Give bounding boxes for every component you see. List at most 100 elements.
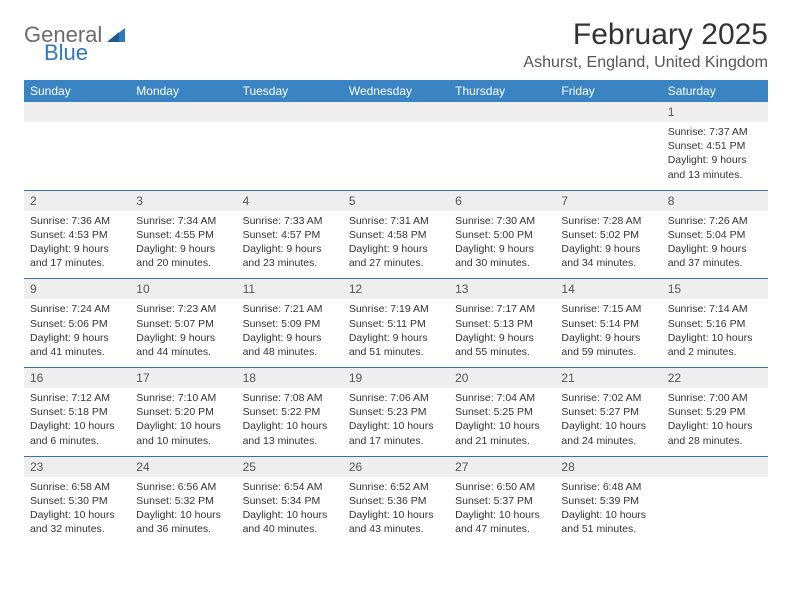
day-number-cell: 16 (24, 368, 130, 389)
day-details-cell: Sunrise: 7:02 AMSunset: 5:27 PMDaylight:… (555, 388, 661, 456)
day-number-cell: 4 (237, 190, 343, 211)
weekday-header: Thursday (449, 80, 555, 102)
sunset-line: Sunset: 5:29 PM (668, 405, 762, 419)
sunrise-line: Sunrise: 7:36 AM (30, 214, 124, 228)
sunrise-line: Sunrise: 7:30 AM (455, 214, 549, 228)
day-number-cell (24, 102, 130, 122)
day-number-cell: 8 (662, 190, 768, 211)
day-details-cell: Sunrise: 7:34 AMSunset: 4:55 PMDaylight:… (130, 211, 236, 279)
sunset-line: Sunset: 5:20 PM (136, 405, 230, 419)
sunrise-line: Sunrise: 7:21 AM (243, 302, 337, 316)
day-number-cell: 3 (130, 190, 236, 211)
day-details-cell (343, 122, 449, 190)
sunset-line: Sunset: 5:11 PM (349, 317, 443, 331)
day-details-cell: Sunrise: 6:50 AMSunset: 5:37 PMDaylight:… (449, 477, 555, 545)
sunrise-line: Sunrise: 6:54 AM (243, 480, 337, 494)
sunrise-line: Sunrise: 7:08 AM (243, 391, 337, 405)
sunset-line: Sunset: 5:30 PM (30, 494, 124, 508)
day-number-cell: 12 (343, 279, 449, 300)
day-number-cell (449, 102, 555, 122)
daylight-line: Daylight: 10 hours and 47 minutes. (455, 508, 549, 536)
day-details-row: Sunrise: 7:36 AMSunset: 4:53 PM Daylight:… (24, 211, 768, 279)
sunrise-line: Sunrise: 7:15 AM (561, 302, 655, 316)
day-details-cell: Sunrise: 6:54 AMSunset: 5:34 PMDaylight:… (237, 477, 343, 545)
logo: General Blue (24, 18, 125, 64)
sunrise-line: Sunrise: 7:33 AM (243, 214, 337, 228)
daylight-line: Daylight: 9 hours and 55 minutes. (455, 331, 549, 359)
sunrise-line: Sunrise: 7:37 AM (668, 125, 762, 139)
daylight-line: Daylight: 9 hours and 44 minutes. (136, 331, 230, 359)
day-details-cell: Sunrise: 6:58 AMSunset: 5:30 PMDaylight:… (24, 477, 130, 545)
sunrise-line: Sunrise: 7:14 AM (668, 302, 762, 316)
day-details-row: Sunrise: 7:24 AMSunset: 5:06 PMDaylight:… (24, 299, 768, 367)
day-number-cell: 6 (449, 190, 555, 211)
day-number-cell: 19 (343, 368, 449, 389)
sunrise-line: Sunrise: 6:50 AM (455, 480, 549, 494)
day-number-cell: 1 (662, 102, 768, 122)
sunrise-line: Sunrise: 7:10 AM (136, 391, 230, 405)
sunset-line: Sunset: 5:32 PM (136, 494, 230, 508)
sunset-line: Sunset: 4:57 PM (243, 228, 337, 242)
day-number-row: 9101112131415 (24, 279, 768, 300)
sunset-line: Sunset: 5:34 PM (243, 494, 337, 508)
day-details-cell: Sunrise: 7:37 AMSunset: 4:51 PMDaylight:… (662, 122, 768, 190)
day-number-cell: 11 (237, 279, 343, 300)
sunset-line: Sunset: 5:14 PM (561, 317, 655, 331)
sunset-line: Sunset: 5:23 PM (349, 405, 443, 419)
day-details-cell: Sunrise: 7:15 AMSunset: 5:14 PMDaylight:… (555, 299, 661, 367)
day-details-cell: Sunrise: 7:26 AMSunset: 5:04 PMDaylight:… (662, 211, 768, 279)
sunrise-line: Sunrise: 6:48 AM (561, 480, 655, 494)
day-number-row: 2345678 (24, 190, 768, 211)
day-details-cell: Sunrise: 7:17 AMSunset: 5:13 PMDaylight:… (449, 299, 555, 367)
location: Ashurst, England, United Kingdom (523, 54, 768, 72)
daylight-line: Daylight: 9 hours and 20 minutes. (136, 242, 230, 270)
day-number-cell: 24 (130, 456, 236, 477)
day-number-cell: 15 (662, 279, 768, 300)
day-number-cell: 23 (24, 456, 130, 477)
sunset-line: Sunset: 4:51 PM (668, 139, 762, 153)
weekday-header-row: Sunday Monday Tuesday Wednesday Thursday… (24, 80, 768, 102)
sunset-line: Sunset: 5:18 PM (30, 405, 124, 419)
sunrise-line: Sunrise: 7:24 AM (30, 302, 124, 316)
sunset-line: Sunset: 5:37 PM (455, 494, 549, 508)
sunrise-line: Sunrise: 6:52 AM (349, 480, 443, 494)
day-details-cell: Sunrise: 7:08 AMSunset: 5:22 PMDaylight:… (237, 388, 343, 456)
weekday-header: Friday (555, 80, 661, 102)
day-details-cell: Sunrise: 7:36 AMSunset: 4:53 PMDaylight:… (24, 211, 130, 279)
sunset-line: Sunset: 5:16 PM (668, 317, 762, 331)
day-details-cell (555, 122, 661, 190)
daylight-line: Daylight: 10 hours and 17 minutes. (349, 419, 443, 447)
day-details-cell: Sunrise: 7:14 AMSunset: 5:16 PMDaylight:… (662, 299, 768, 367)
day-number-cell (343, 102, 449, 122)
sunset-line: Sunset: 5:13 PM (455, 317, 549, 331)
day-number-cell: 17 (130, 368, 236, 389)
day-details-row: Sunrise: 7:37 AMSunset: 4:51 PMDaylight:… (24, 122, 768, 190)
weekday-header: Wednesday (343, 80, 449, 102)
sunrise-line: Sunrise: 7:28 AM (561, 214, 655, 228)
day-details-row: Sunrise: 6:58 AMSunset: 5:30 PMDaylight:… (24, 477, 768, 545)
daylight-line: Daylight: 9 hours and 41 minutes. (30, 331, 124, 359)
sunset-line: Sunset: 5:25 PM (455, 405, 549, 419)
sunrise-line: Sunrise: 7:02 AM (561, 391, 655, 405)
calendar-table: Sunday Monday Tuesday Wednesday Thursday… (24, 80, 768, 545)
day-details-cell: Sunrise: 7:06 AMSunset: 5:23 PMDaylight:… (343, 388, 449, 456)
day-number-cell: 5 (343, 190, 449, 211)
day-number-cell (662, 456, 768, 477)
daylight-line: Daylight: 10 hours and 6 minutes. (30, 419, 124, 447)
logo-word-2: Blue (24, 42, 125, 64)
daylight-line: Daylight: 9 hours and 23 minutes. (243, 242, 337, 270)
day-number-cell: 10 (130, 279, 236, 300)
logo-triangle-icon (107, 28, 125, 42)
day-details-cell (237, 122, 343, 190)
sunset-line: Sunset: 4:53 PM (30, 228, 124, 242)
day-number-cell: 28 (555, 456, 661, 477)
day-details-row: Sunrise: 7:12 AMSunset: 5:18 PMDaylight:… (24, 388, 768, 456)
weekday-header: Saturday (662, 80, 768, 102)
month-title: February 2025 (523, 18, 768, 52)
sunrise-line: Sunrise: 7:17 AM (455, 302, 549, 316)
day-details-cell (662, 477, 768, 545)
sunrise-line: Sunrise: 7:26 AM (668, 214, 762, 228)
day-details-cell: Sunrise: 7:31 AMSunset: 4:58 PMDaylight:… (343, 211, 449, 279)
day-number-cell: 21 (555, 368, 661, 389)
day-number-cell: 26 (343, 456, 449, 477)
